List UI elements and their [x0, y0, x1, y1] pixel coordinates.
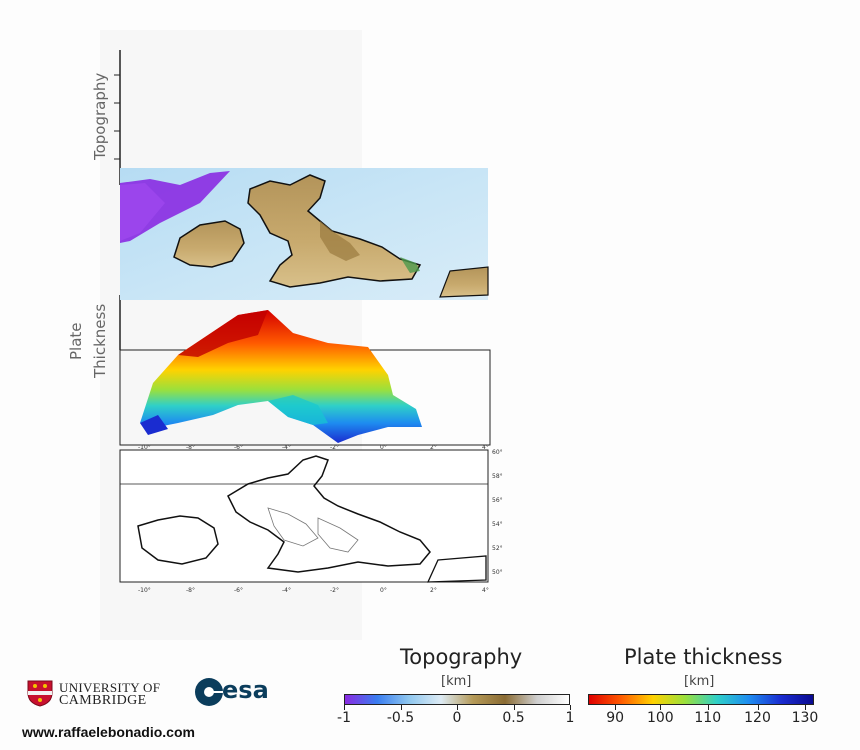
- lon-tick-5: -2°: [330, 444, 339, 451]
- lon-tick-b8: 4°: [482, 587, 489, 594]
- topography-tick-label-0: -1: [337, 710, 351, 726]
- topography-tick-mark-1: [400, 705, 402, 710]
- lat-tick-5: 52°: [492, 545, 503, 552]
- highland-area: [320, 221, 360, 261]
- plate-thickness-tick-mark-3: [757, 705, 759, 710]
- topography-colorbar: [344, 694, 570, 705]
- topography-tick-label-4: 1: [565, 710, 575, 726]
- outline-map: -10° -8° -6° -4° -2° 0° 2° 4° 60° 58° 56…: [119, 449, 503, 594]
- cambridge-logo-line2: CAMBRIDGE: [59, 693, 147, 708]
- plate-thickness-tick-mark-4: [804, 705, 806, 710]
- esa-logo-text: esa: [222, 676, 269, 704]
- contour-line-2: [317, 517, 359, 553]
- deep-ocean-shade: [120, 183, 165, 241]
- ireland-landmass: [173, 220, 245, 268]
- topography-axis-label: Topography: [91, 72, 109, 160]
- ireland-outline: [137, 515, 219, 565]
- lon-tick-b3: -6°: [234, 587, 243, 594]
- plate-thickness-tick-label-4: 130: [791, 710, 819, 726]
- lon-tick-b1: -10°: [138, 587, 151, 594]
- plate-thickness-legend-title: Plate thickness: [624, 645, 783, 669]
- plate-thickness-colorbar: [588, 694, 814, 705]
- contour-line-1: [267, 507, 319, 547]
- continent-outline: [426, 555, 487, 583]
- plate-thickness-tick-mark-1: [660, 705, 662, 710]
- great-britain-outline: [227, 455, 431, 573]
- lon-tick-8: 4°: [482, 444, 489, 451]
- lat-tick-4: 54°: [492, 521, 503, 528]
- credit-url: www.raffaelebonadio.com: [22, 724, 195, 740]
- plate-thickness-tick-mark-0: [615, 705, 617, 710]
- lat-tick-3: 56°: [492, 497, 503, 504]
- topography-tick-label-2: 0: [452, 710, 462, 726]
- topography-tick-mark-3: [513, 705, 515, 710]
- lon-tick-2: -8°: [186, 444, 195, 451]
- plate-thickness-tick-label-1: 100: [646, 710, 674, 726]
- lowland-green-patch: [400, 257, 420, 273]
- edge-blue-patch: [140, 415, 168, 435]
- plate-thickness-legend-unit: [km]: [684, 674, 715, 689]
- cambridge-shield-icon: [27, 680, 53, 707]
- topography-tick-mark-2: [457, 705, 458, 710]
- plate-thickness-tick-label-2: 110: [694, 710, 722, 726]
- plate-thickness-tick-label-3: 120: [744, 710, 771, 726]
- topography-tick-mark-0: [344, 705, 345, 710]
- topography-tick-mark-4: [570, 705, 571, 710]
- thin-region: [268, 395, 328, 425]
- lat-tick-6: 50°: [492, 569, 503, 576]
- lon-tick-b2: -8°: [186, 587, 195, 594]
- lon-tick-b4: -4°: [282, 587, 291, 594]
- plate-thickness-surface: -10° -8° -6° -4° -2° 0° 2° 4°: [119, 310, 491, 451]
- lon-tick-4: -4°: [282, 444, 291, 451]
- lon-tick-b6: 0°: [380, 587, 387, 594]
- thickness-surface: [140, 310, 422, 443]
- topography-legend-title: Topography: [400, 645, 523, 669]
- continent-landmass: [439, 266, 489, 298]
- plate-thickness-tick-mark-2: [707, 705, 709, 710]
- plate-axis-label-line1: Plate: [67, 322, 85, 360]
- lon-tick-6: 0°: [380, 444, 387, 451]
- topography-tick-label-1: -0.5: [386, 710, 415, 726]
- lon-tick-b7: 2°: [430, 587, 437, 594]
- great-britain-landmass: [247, 174, 422, 288]
- thickest-region: [178, 310, 268, 357]
- lon-tick-7: 2°: [430, 444, 437, 451]
- plate-axis-label-line2: Thickness: [91, 303, 109, 378]
- topography-map: [120, 168, 489, 300]
- lon-tick-1: -10°: [138, 444, 151, 451]
- lon-tick-3: -6°: [234, 444, 243, 451]
- esa-logo-icon: [195, 678, 223, 706]
- vertical-axis: [114, 50, 121, 350]
- topography-tick-label-3: 0.5: [502, 710, 525, 726]
- lat-tick-1: 60°: [492, 449, 503, 456]
- plate-thickness-tick-label-0: 90: [606, 710, 625, 726]
- topography-legend-unit: [km]: [441, 674, 472, 689]
- cambridge-logo-line1: UNIVERSITY OF: [59, 680, 161, 695]
- lon-tick-b5: -2°: [330, 587, 339, 594]
- lat-tick-2: 58°: [492, 473, 503, 480]
